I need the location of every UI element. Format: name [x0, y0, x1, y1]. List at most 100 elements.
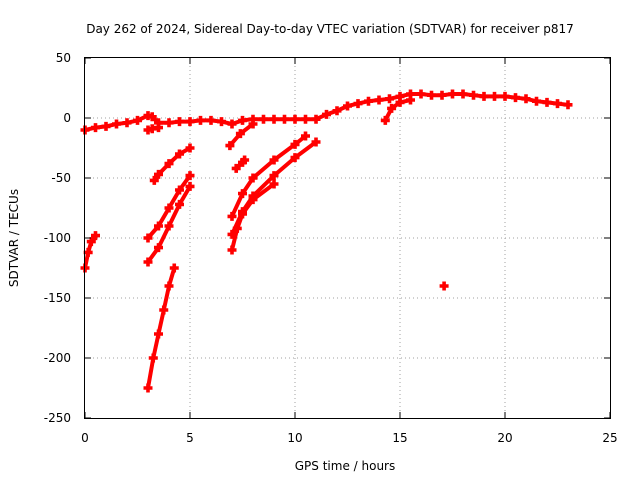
- y-tick-label: -100: [44, 231, 71, 245]
- data-point: [290, 153, 300, 163]
- data-point: [437, 90, 447, 100]
- data-point: [227, 245, 237, 255]
- data-point: [232, 223, 242, 233]
- data-point: [154, 221, 163, 231]
- data-point: [521, 94, 531, 104]
- data-point: [439, 281, 449, 291]
- data-point: [169, 263, 179, 273]
- data-point: [406, 89, 415, 99]
- data-point: [206, 115, 216, 125]
- data-point: [469, 90, 478, 100]
- data-point: [185, 117, 195, 127]
- x-tick-label: 20: [497, 431, 512, 445]
- data-point: [269, 155, 279, 165]
- data-point: [175, 149, 184, 159]
- data-point: [217, 117, 226, 127]
- data-point: [143, 383, 153, 393]
- data-point: [380, 115, 390, 125]
- data-point: [238, 157, 247, 167]
- data-point: [196, 115, 205, 125]
- y-tick-label: -50: [51, 171, 71, 185]
- data-point: [164, 159, 174, 169]
- data-point: [185, 181, 195, 191]
- data-point: [235, 129, 245, 139]
- data-point: [159, 305, 169, 315]
- data-point: [290, 114, 300, 124]
- y-tick-label: -250: [44, 411, 71, 425]
- x-tick-label: 25: [602, 431, 617, 445]
- data-point: [301, 131, 310, 141]
- data-point: [427, 90, 436, 100]
- series-arc-11: [383, 98, 413, 123]
- data-point: [269, 179, 279, 189]
- data-point: [385, 94, 394, 104]
- data-point: [175, 199, 184, 209]
- data-point: [301, 114, 310, 124]
- y-axis-label: SDTVAR / TECUs: [7, 189, 21, 287]
- data-point: [490, 91, 499, 101]
- data-point: [91, 231, 100, 241]
- series-line-arc-1: [83, 233, 98, 270]
- data-point: [416, 89, 426, 99]
- data-point: [332, 106, 342, 116]
- data-point: [147, 112, 157, 122]
- x-tick-label: 10: [287, 431, 302, 445]
- data-point: [269, 171, 279, 181]
- data-point: [238, 209, 247, 219]
- data-point: [238, 115, 247, 125]
- x-axis-label: GPS time / hours: [295, 459, 396, 473]
- data-point: [227, 229, 237, 239]
- data-point: [280, 114, 289, 124]
- data-point: [154, 243, 163, 253]
- data-point: [395, 91, 405, 101]
- data-point: [227, 119, 237, 129]
- data-point: [322, 109, 331, 119]
- data-point: [353, 99, 363, 109]
- data-point: [86, 237, 96, 247]
- data-point: [227, 211, 237, 221]
- axes: 0 5 10 15 20 25 -250 -200 -150 -100 -50 0 50: [44, 51, 618, 445]
- data-point: [225, 141, 235, 151]
- data-point: [112, 119, 121, 129]
- data-point: [83, 247, 93, 257]
- data-point: [364, 96, 373, 106]
- data-point: [500, 91, 510, 101]
- data-point: [185, 171, 195, 181]
- data-point: [248, 173, 258, 183]
- y-tick-label: -200: [44, 351, 71, 365]
- data-point: [448, 89, 457, 99]
- data-point: [154, 169, 163, 179]
- data-point: [406, 95, 415, 105]
- y-tick-label: 50: [56, 51, 71, 65]
- data-point: [164, 221, 174, 231]
- data-point: [122, 118, 132, 128]
- data-point: [149, 175, 159, 185]
- data-point: [269, 114, 279, 124]
- x-tick-label: 15: [392, 431, 407, 445]
- y-tick-label: 0: [63, 111, 71, 125]
- data-point: [511, 93, 520, 103]
- data-series: [80, 89, 573, 393]
- data-point: [164, 203, 174, 213]
- data-point: [154, 118, 163, 128]
- data-point: [133, 115, 142, 125]
- data-point: [147, 124, 157, 134]
- data-point: [563, 100, 573, 110]
- data-point: [553, 99, 562, 109]
- y-tick-label: -150: [44, 291, 71, 305]
- data-point: [395, 97, 405, 107]
- x-tick-label: 0: [81, 431, 89, 445]
- data-point: [175, 185, 184, 195]
- x-tick-label: 5: [186, 431, 194, 445]
- plot-frame: [84, 57, 611, 419]
- data-point: [248, 114, 258, 124]
- data-point: [154, 329, 163, 339]
- data-point: [148, 353, 158, 363]
- data-point: [479, 91, 489, 101]
- data-point: [238, 189, 247, 199]
- data-point: [374, 95, 384, 105]
- series-arc-1: [83, 233, 98, 270]
- data-point: [343, 101, 352, 111]
- data-point: [143, 233, 153, 243]
